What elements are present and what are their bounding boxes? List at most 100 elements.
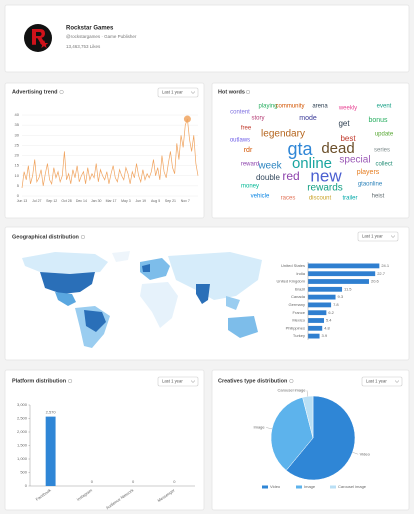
hot-word[interactable]: discount xyxy=(309,196,332,202)
hot-word[interactable]: vehicle xyxy=(251,194,270,200)
hot-word[interactable]: content xyxy=(230,110,250,116)
hot-word[interactable]: free xyxy=(241,126,252,132)
hot-word[interactable]: rdr xyxy=(244,147,253,154)
pie-slice[interactable] xyxy=(270,397,314,471)
hot-word[interactable]: arena xyxy=(312,104,328,110)
legend-swatch[interactable] xyxy=(296,485,302,489)
value-label: 24.1 xyxy=(381,263,390,268)
x-tick-label: Mar 17 xyxy=(106,199,117,203)
hot-word[interactable]: players xyxy=(357,169,380,176)
hot-word[interactable]: red xyxy=(282,169,299,183)
hot-word[interactable]: get xyxy=(338,119,350,128)
hot-word[interactable]: week xyxy=(257,161,282,172)
period-label[interactable]: Last 1 year xyxy=(366,379,387,384)
hot-word[interactable]: story xyxy=(251,116,264,122)
value-label: 4.8 xyxy=(324,325,330,330)
x-tick-label: Jan 30 xyxy=(91,199,102,203)
info-icon[interactable] xyxy=(289,378,294,384)
profile-name[interactable]: Rockstar Games xyxy=(66,26,114,32)
leader-line xyxy=(266,427,273,430)
bar[interactable] xyxy=(308,263,380,269)
hot-word[interactable]: reward xyxy=(241,162,259,168)
hot-word[interactable]: collect xyxy=(375,162,392,168)
hot-word[interactable]: dead xyxy=(321,140,354,157)
pie-slice[interactable] xyxy=(302,395,314,439)
hot-word[interactable]: trailer xyxy=(342,196,357,202)
hot-word[interactable]: new xyxy=(310,166,342,185)
hot-word[interactable]: rewards xyxy=(307,183,343,194)
y-tick-label: United Kingdom xyxy=(277,279,306,284)
x-tick-label: Oct 28 xyxy=(61,199,71,203)
hot-word[interactable]: gta xyxy=(287,139,313,159)
hot-word[interactable]: heist xyxy=(372,194,385,200)
hot-word[interactable]: online xyxy=(292,155,332,172)
y-tick-label: Turkey xyxy=(293,333,305,338)
bar[interactable] xyxy=(308,310,327,316)
legend-label[interactable]: Video xyxy=(270,484,281,489)
hot-words-card xyxy=(211,82,410,219)
bar[interactable] xyxy=(308,333,320,339)
bar[interactable] xyxy=(308,271,376,277)
info-icon[interactable] xyxy=(80,234,85,240)
period-label[interactable]: Last 1 year xyxy=(362,234,383,239)
y-tick-label: 10 xyxy=(15,173,20,178)
bar[interactable] xyxy=(308,318,324,323)
hot-word[interactable]: money xyxy=(241,184,259,190)
period-dropdown[interactable] xyxy=(157,87,199,98)
bar[interactable] xyxy=(308,302,332,308)
y-tick-label: 40 xyxy=(15,112,20,117)
hot-word[interactable]: special xyxy=(339,155,370,166)
y-tick-label: United States xyxy=(281,263,305,268)
y-tick-label: 35 xyxy=(15,122,20,127)
value-label: 0 xyxy=(91,479,94,484)
legend-swatch[interactable] xyxy=(330,485,336,489)
hot-word[interactable]: series xyxy=(374,148,390,154)
hot-word[interactable]: outlaws xyxy=(230,138,250,144)
value-label: 2,570 xyxy=(46,410,57,415)
legend-label[interactable]: Carousel image xyxy=(338,484,367,489)
leader-line xyxy=(352,452,359,455)
value-label: 9.3 xyxy=(338,294,344,299)
peak-marker[interactable] xyxy=(183,115,191,123)
legend-swatch[interactable] xyxy=(262,485,268,489)
info-icon[interactable] xyxy=(245,89,251,95)
info-icon[interactable] xyxy=(59,89,64,95)
hot-word[interactable]: double xyxy=(256,173,281,182)
hot-word[interactable]: playing xyxy=(258,104,277,110)
bar[interactable] xyxy=(308,279,369,284)
hot-word[interactable]: event xyxy=(377,104,392,110)
value-label: 0 xyxy=(173,479,176,484)
bar[interactable] xyxy=(45,416,56,486)
period-label[interactable]: Last 1 year xyxy=(162,379,183,384)
hot-word[interactable]: bonus xyxy=(368,117,388,124)
y-tick-label: 30 xyxy=(15,132,20,137)
bar[interactable] xyxy=(308,325,323,331)
info-icon[interactable] xyxy=(68,378,73,384)
value-label: 11.5 xyxy=(344,286,352,291)
hot-word[interactable]: weekly xyxy=(338,106,357,112)
bar[interactable] xyxy=(308,286,343,292)
hot-word[interactable]: best xyxy=(340,134,356,143)
period-label[interactable]: Last 1 year xyxy=(162,90,183,95)
period-dropdown[interactable] xyxy=(357,231,399,242)
y-tick-label: Philippines xyxy=(286,325,305,330)
hot-word[interactable]: community xyxy=(275,104,304,110)
map-region xyxy=(142,264,150,272)
hot-word[interactable]: legendary xyxy=(261,129,305,140)
hot-word[interactable]: races xyxy=(281,196,296,202)
card-title: Creatives type distribution xyxy=(218,378,288,384)
value-label: 0 xyxy=(132,479,135,484)
hot-word[interactable]: gtaonline xyxy=(358,182,383,188)
bar[interactable] xyxy=(308,294,336,300)
map-region xyxy=(22,252,108,274)
hot-word[interactable]: mode xyxy=(299,115,317,122)
hot-word[interactable]: update xyxy=(375,132,394,138)
period-dropdown[interactable] xyxy=(157,376,199,387)
pie-slice[interactable] xyxy=(285,395,356,481)
logo-mark xyxy=(32,29,46,45)
period-dropdown[interactable] xyxy=(361,376,403,387)
advertising-card xyxy=(4,82,205,219)
legend-label[interactable]: Image xyxy=(304,484,316,489)
value-label: 5.4 xyxy=(326,318,332,323)
card-title: Platform distribution xyxy=(12,378,67,384)
